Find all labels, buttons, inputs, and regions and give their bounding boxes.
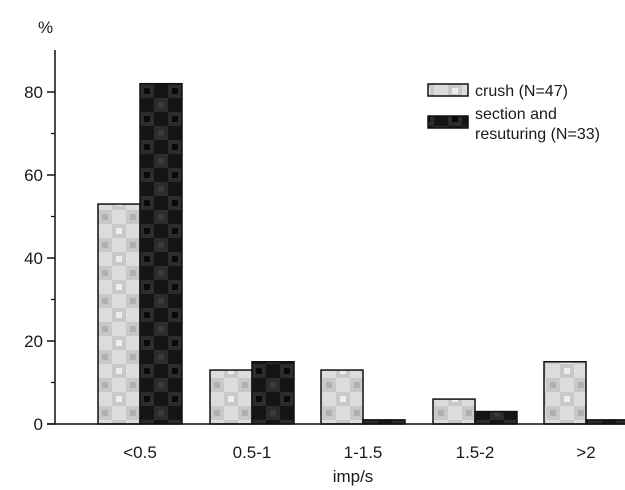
- legend: crush (N=47) section and resuturing (N=3…: [427, 83, 600, 143]
- y-axis: 0 20 40 60 80: [24, 50, 56, 434]
- bar-crush-3: [432, 398, 476, 425]
- y-tick-label: 60: [24, 166, 43, 185]
- y-tick-label: 40: [24, 249, 43, 268]
- bar-crush-0: [97, 203, 141, 425]
- bar-section-3: [474, 410, 518, 425]
- y-tick-label: 0: [34, 415, 43, 434]
- x-tick-label: 1.5-2: [456, 443, 495, 462]
- x-tick-label: <0.5: [123, 443, 157, 462]
- bar-section-1: [251, 361, 295, 425]
- bar-crush-1: [209, 369, 253, 425]
- bar-crush-4: [543, 361, 587, 425]
- y-tick-label: 20: [24, 332, 43, 351]
- x-tick-label: 0.5-1: [233, 443, 272, 462]
- y-tick-label: 80: [24, 83, 43, 102]
- legend-label-crush: crush (N=47): [475, 83, 568, 100]
- legend-swatch-crush: [427, 83, 469, 97]
- legend-label-section-line1: section and: [475, 106, 557, 123]
- x-axis-label: imp/s: [333, 467, 374, 486]
- x-tick-label: 1-1.5: [344, 443, 383, 462]
- legend-swatch-section: [427, 115, 469, 129]
- y-axis-label: %: [38, 18, 53, 37]
- legend-label-section-line2: resuturing (N=33): [475, 126, 600, 143]
- bar-section-0: [139, 82, 183, 425]
- x-axis: <0.5 0.5-1 1-1.5 1.5-2 >2: [47, 423, 625, 462]
- x-tick-label: >2: [576, 443, 595, 462]
- bar-crush-2: [320, 369, 364, 425]
